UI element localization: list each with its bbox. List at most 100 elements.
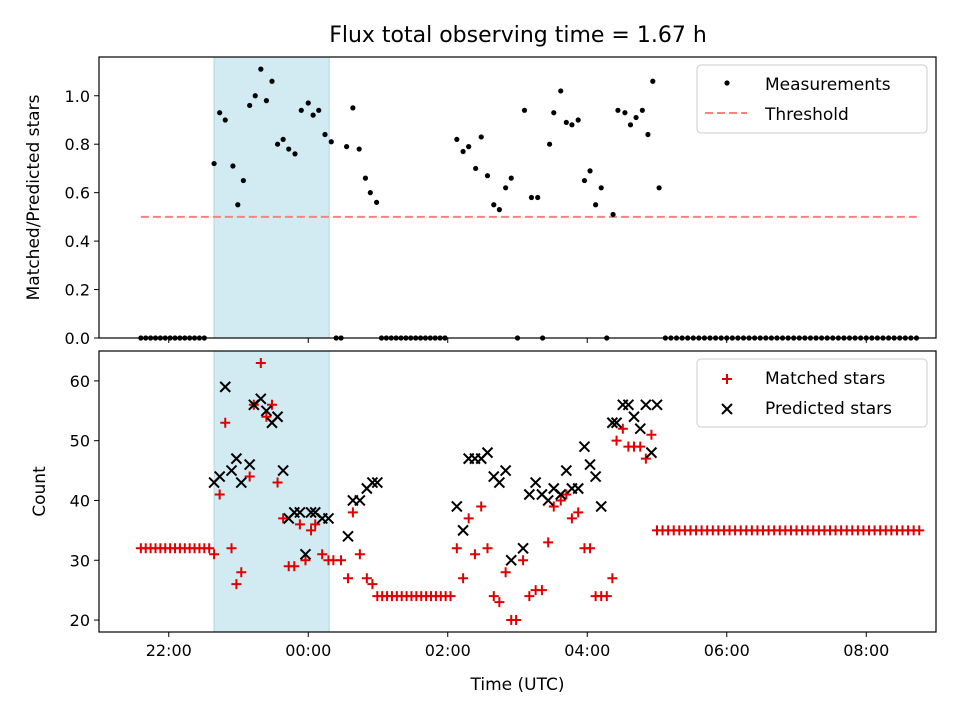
predicted-star-point <box>457 524 469 537</box>
x-tick-label: 08:00 <box>843 641 889 660</box>
matched-star-point <box>536 585 547 596</box>
matched-star-point <box>601 591 612 602</box>
matched-star-point <box>518 555 529 566</box>
measurement-point <box>328 139 334 145</box>
predicted-star-point <box>493 476 506 489</box>
measurement-point <box>546 141 553 147</box>
y-axis-label: Matched/Predicted stars <box>24 94 44 300</box>
matched-star-point <box>555 495 566 506</box>
matched-star-point <box>548 501 559 512</box>
predicted-star-point <box>481 446 494 459</box>
predicted-star-point <box>651 399 663 411</box>
measurement-point <box>569 122 575 128</box>
measurement-point <box>622 110 628 116</box>
measurement-point <box>503 185 509 191</box>
series-predicted-stars <box>208 381 663 566</box>
measurement-point <box>316 107 322 113</box>
measurement-point <box>587 168 593 174</box>
series-matched-stars <box>135 357 925 626</box>
axes-frame <box>98 350 937 633</box>
matched-star-point <box>289 561 300 572</box>
matched-star-point <box>244 471 255 482</box>
measurement-point <box>598 185 604 191</box>
predicted-star-point <box>645 446 658 459</box>
axes-frame <box>98 56 937 339</box>
measurement-point <box>367 190 373 196</box>
shaded-span <box>213 350 330 633</box>
measurement-point <box>478 134 484 140</box>
x-tick-label: 00:00 <box>285 641 331 660</box>
measurement-point <box>581 177 588 184</box>
matched-star-point <box>617 423 628 434</box>
predicted-star-point <box>505 554 517 566</box>
measurement-point <box>639 107 645 113</box>
matched-star-point <box>261 411 272 422</box>
matched-star-point <box>266 399 277 410</box>
measurement-point <box>535 194 541 201</box>
predicted-star-point <box>225 464 238 477</box>
legend-label: Matched stars <box>765 369 885 389</box>
measurement-point <box>258 66 264 72</box>
predicted-star-point <box>595 500 607 513</box>
y-tick-label: 40 <box>70 491 90 510</box>
matched-star-point <box>607 573 618 584</box>
predicted-star-point <box>342 530 354 543</box>
predicted-star-point <box>640 399 652 411</box>
legend-marker-matched <box>722 374 732 384</box>
measurement-point <box>269 78 275 84</box>
predicted-star-point <box>255 393 267 405</box>
matched-star-point <box>458 573 469 584</box>
legend-box <box>696 64 928 134</box>
measurement-point <box>310 112 316 118</box>
measurement-point <box>374 199 380 205</box>
measurement-point <box>491 202 497 208</box>
predicted-star-point <box>560 464 573 477</box>
predicted-star-point <box>523 488 536 501</box>
predicted-star-point <box>451 500 463 513</box>
y-tick-label: 50 <box>70 432 90 451</box>
top-panel: 0.0 0.2 0.4 0.6 0.8 1.0 Matched/Predicted star… <box>24 56 937 348</box>
matched-star-point <box>445 591 456 602</box>
measurement-point <box>473 165 479 172</box>
matched-star-point <box>494 597 505 608</box>
measurement-point <box>240 177 246 184</box>
shaded-span <box>213 56 330 339</box>
matched-star-point <box>278 513 289 524</box>
measurement-point <box>615 107 621 113</box>
measurement-point <box>627 122 634 128</box>
matched-star-point <box>226 543 237 554</box>
matched-star-point <box>294 519 305 530</box>
measurement-point <box>593 202 599 208</box>
predicted-star-point <box>622 399 635 411</box>
predicted-star-point <box>589 470 602 483</box>
y-tick-label: 0.2 <box>65 281 90 300</box>
matched-star-point <box>561 489 572 500</box>
legend: Matched stars Predicted stars <box>696 358 928 428</box>
matched-star-point <box>354 549 365 560</box>
predicted-star-point <box>517 542 529 555</box>
predicted-star-point <box>555 488 567 501</box>
legend-box <box>696 358 928 428</box>
y-axis-label: Count <box>30 466 50 517</box>
measurement-point <box>656 185 662 191</box>
predicted-star-point <box>499 464 512 477</box>
predicted-star-point <box>529 476 542 489</box>
predicted-star-point <box>322 512 335 525</box>
matched-star-point <box>646 429 657 440</box>
matched-star-point <box>336 555 347 566</box>
x-tick-label: 06:00 <box>704 641 750 660</box>
predicted-star-point <box>366 476 379 489</box>
measurement-point <box>235 202 241 208</box>
matched-star-point <box>310 519 321 530</box>
measurement-point <box>563 119 569 126</box>
predicted-star-point <box>628 411 640 423</box>
predicted-star-point <box>634 423 646 435</box>
measurement-point <box>633 114 639 121</box>
matched-star-point <box>317 549 328 560</box>
measurement-point <box>645 131 651 138</box>
measurement-point <box>350 105 356 111</box>
measurement-point <box>222 117 228 123</box>
measurement-point <box>274 141 281 147</box>
measurement-point <box>322 131 328 138</box>
